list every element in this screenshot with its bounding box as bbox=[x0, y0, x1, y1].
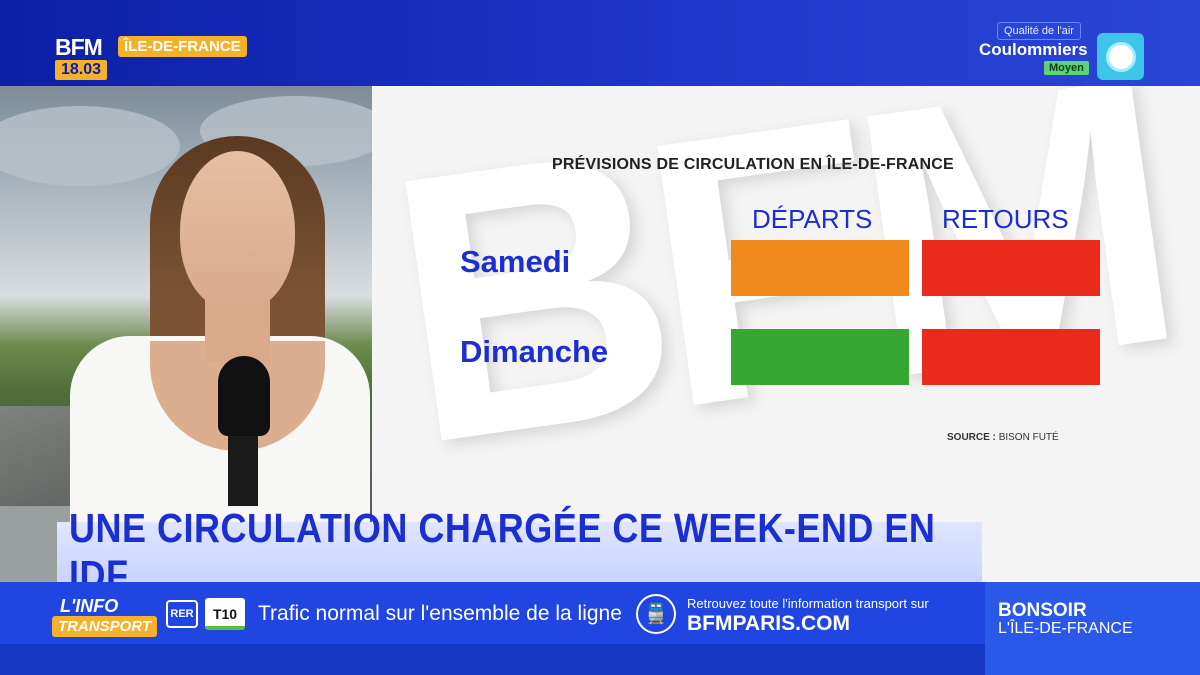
column-header-departs: DÉPARTS bbox=[752, 204, 873, 234]
info-transport-logo: L'INFO TRANSPORT bbox=[52, 596, 158, 638]
info-logo-top: L'INFO bbox=[60, 596, 119, 616]
promo-small-text: Retrouvez toute l'information transport … bbox=[687, 596, 929, 611]
row-label-samedi: Samedi bbox=[460, 244, 571, 279]
headline-banner: UNE CIRCULATION CHARGÉE CE WEEK-END EN I… bbox=[57, 505, 982, 598]
promo-website: BFMPARIS.COM bbox=[687, 612, 850, 635]
air-quality-level: Moyen bbox=[1044, 61, 1089, 75]
channel-region-badge: ÎLE-DE-FRANCE bbox=[118, 36, 247, 57]
cell-samedi-departs bbox=[731, 240, 909, 296]
clock: 18.03 bbox=[55, 60, 108, 80]
top-bar: BFM ÎLE-DE-FRANCE 18.03 Qualité de l'air… bbox=[0, 0, 1200, 86]
source-credit: SOURCE : BISON FUTÉ bbox=[947, 432, 1059, 443]
row-label-dimanche: Dimanche bbox=[460, 334, 609, 369]
reporter-face bbox=[180, 151, 295, 311]
channel-logo: BFM bbox=[55, 34, 103, 60]
microphone-handle bbox=[228, 426, 258, 506]
air-quality-label: Qualité de l'air bbox=[997, 22, 1081, 40]
ticker-bar: L'INFO TRANSPORT RER T10 Trafic normal s… bbox=[0, 582, 1200, 675]
reporter-video bbox=[0, 86, 372, 586]
source-label: SOURCE : bbox=[947, 432, 996, 443]
ticker-main bbox=[0, 582, 985, 644]
column-header-retours: RETOURS bbox=[942, 204, 1069, 234]
info-logo-bottom: TRANSPORT bbox=[52, 616, 158, 637]
cell-dimanche-retours bbox=[922, 329, 1100, 385]
air-quality-icon bbox=[1097, 33, 1144, 80]
cell-samedi-retours bbox=[922, 240, 1100, 296]
traffic-forecast-graphic: BFM PRÉVISIONS DE CIRCULATION EN ÎLE-DE-… bbox=[372, 86, 1200, 586]
graphic-title: PRÉVISIONS DE CIRCULATION EN ÎLE-DE-FRAN… bbox=[552, 156, 954, 173]
microphone-icon bbox=[218, 356, 270, 436]
air-quality-city: Coulommiers bbox=[979, 40, 1088, 59]
ticker-bottom-strip bbox=[0, 644, 985, 675]
ticker-message: Trafic normal sur l'ensemble de la ligne bbox=[258, 602, 622, 625]
train-icon: 🚆 bbox=[636, 594, 676, 634]
cell-dimanche-departs bbox=[731, 329, 909, 385]
program-title-line1: BONSOIR bbox=[998, 600, 1087, 621]
line-badge: T10 bbox=[205, 598, 245, 630]
rer-icon: RER bbox=[166, 600, 198, 628]
program-box: BONSOIR L'ÎLE-DE-FRANCE bbox=[985, 582, 1200, 675]
program-title-line2: L'ÎLE-DE-FRANCE bbox=[998, 620, 1133, 637]
source-value: BISON FUTÉ bbox=[998, 432, 1059, 443]
